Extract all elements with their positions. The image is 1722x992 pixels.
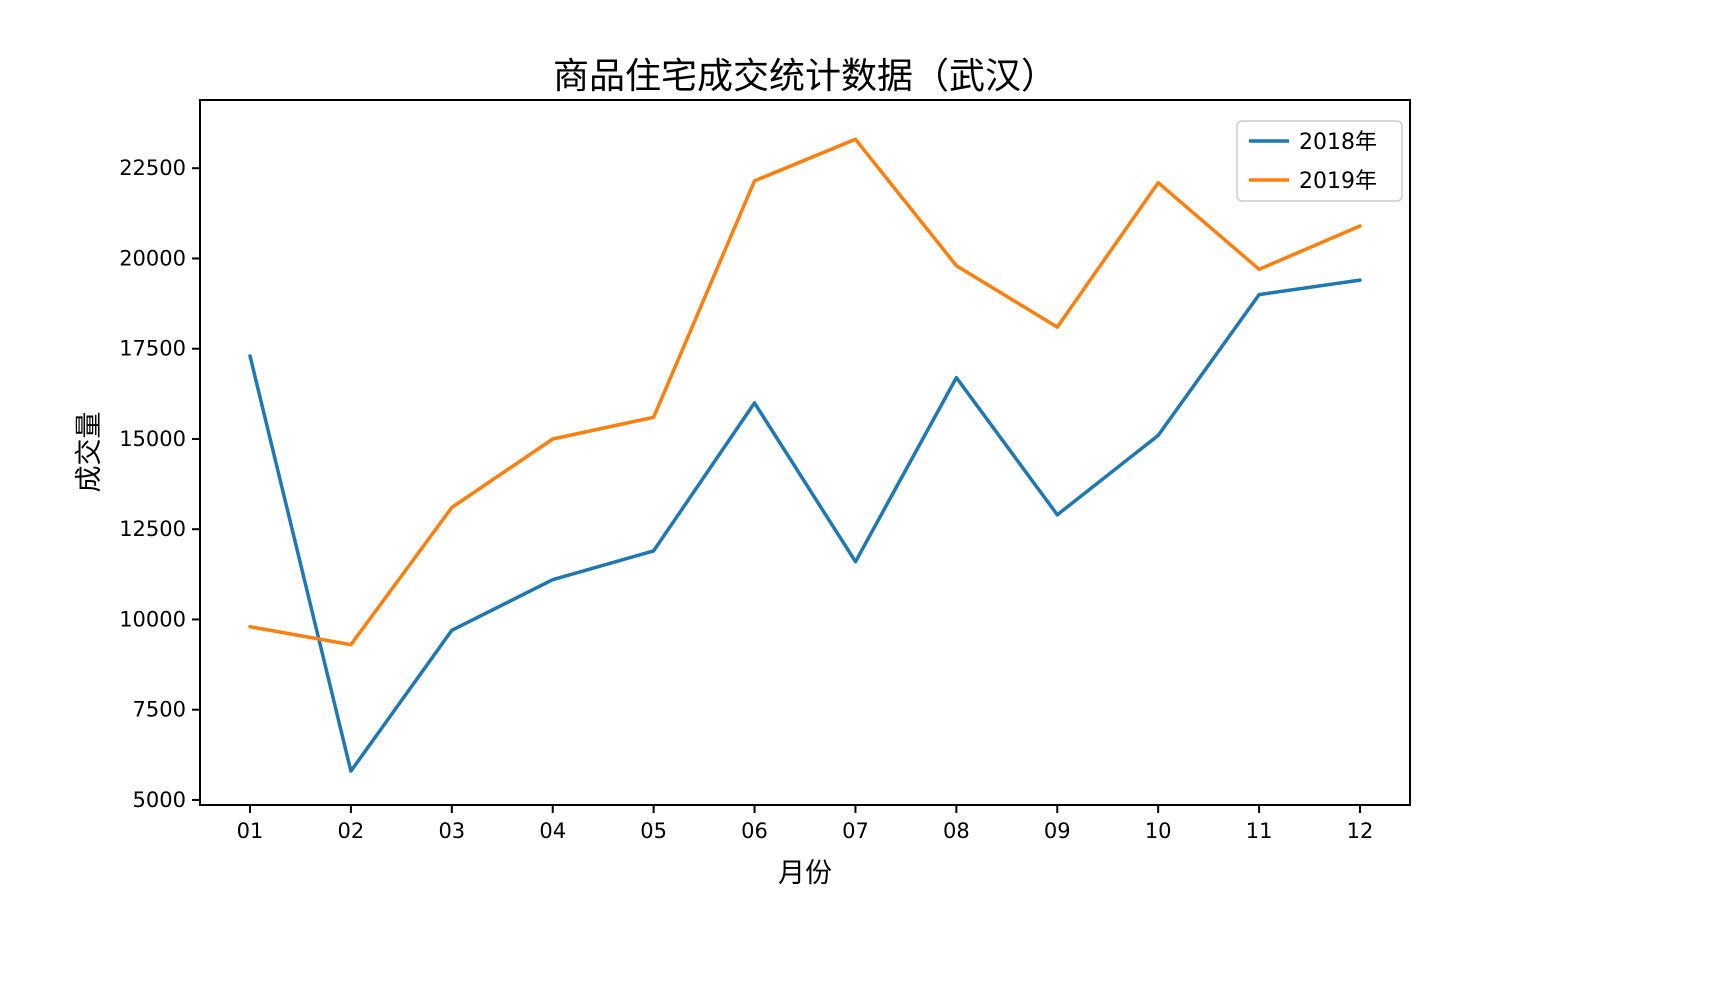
y-tick-label: 17500 [119, 337, 186, 361]
legend: 2018年 2019年 [1236, 120, 1403, 202]
x-tick-label: 07 [842, 819, 869, 843]
x-axis-label: 月份 [778, 858, 832, 889]
y-axis-label: 成交量 [74, 412, 105, 493]
x-tick-label: 12 [1347, 819, 1374, 843]
x-tick-label: 03 [438, 819, 465, 843]
y-tick-label: 22500 [119, 156, 186, 180]
x-tick-label: 10 [1145, 819, 1172, 843]
x-tick-label: 11 [1246, 819, 1273, 843]
series-line-2018年 [248, 278, 1362, 773]
x-tick-label: 05 [640, 819, 667, 843]
x-tick-label: 02 [338, 819, 365, 843]
y-tick-label: 15000 [119, 427, 186, 451]
legend-label: 2019年 [1299, 169, 1377, 194]
x-tick-label: 08 [943, 819, 970, 843]
x-tick-label: 06 [741, 819, 768, 843]
y-tick-label: 5000 [133, 788, 186, 812]
y-tick-label: 12500 [119, 517, 186, 541]
y-tick-label: 7500 [133, 698, 186, 722]
legend-label: 2018年 [1299, 130, 1377, 155]
series-line-2019年 [248, 137, 1362, 647]
x-tick-label: 04 [539, 819, 566, 843]
plot-area: 5000 7500 10000 12500 15000 17500 20000 22500 01… [119, 99, 1411, 843]
chart-title: 商品住宅成交统计数据（武汉） [553, 56, 1057, 97]
y-tick-label: 20000 [119, 246, 186, 270]
y-tick-label: 10000 [119, 607, 186, 631]
x-tick-label: 01 [237, 819, 264, 843]
axes-spines [199, 99, 1411, 806]
x-tick-label: 09 [1044, 819, 1071, 843]
